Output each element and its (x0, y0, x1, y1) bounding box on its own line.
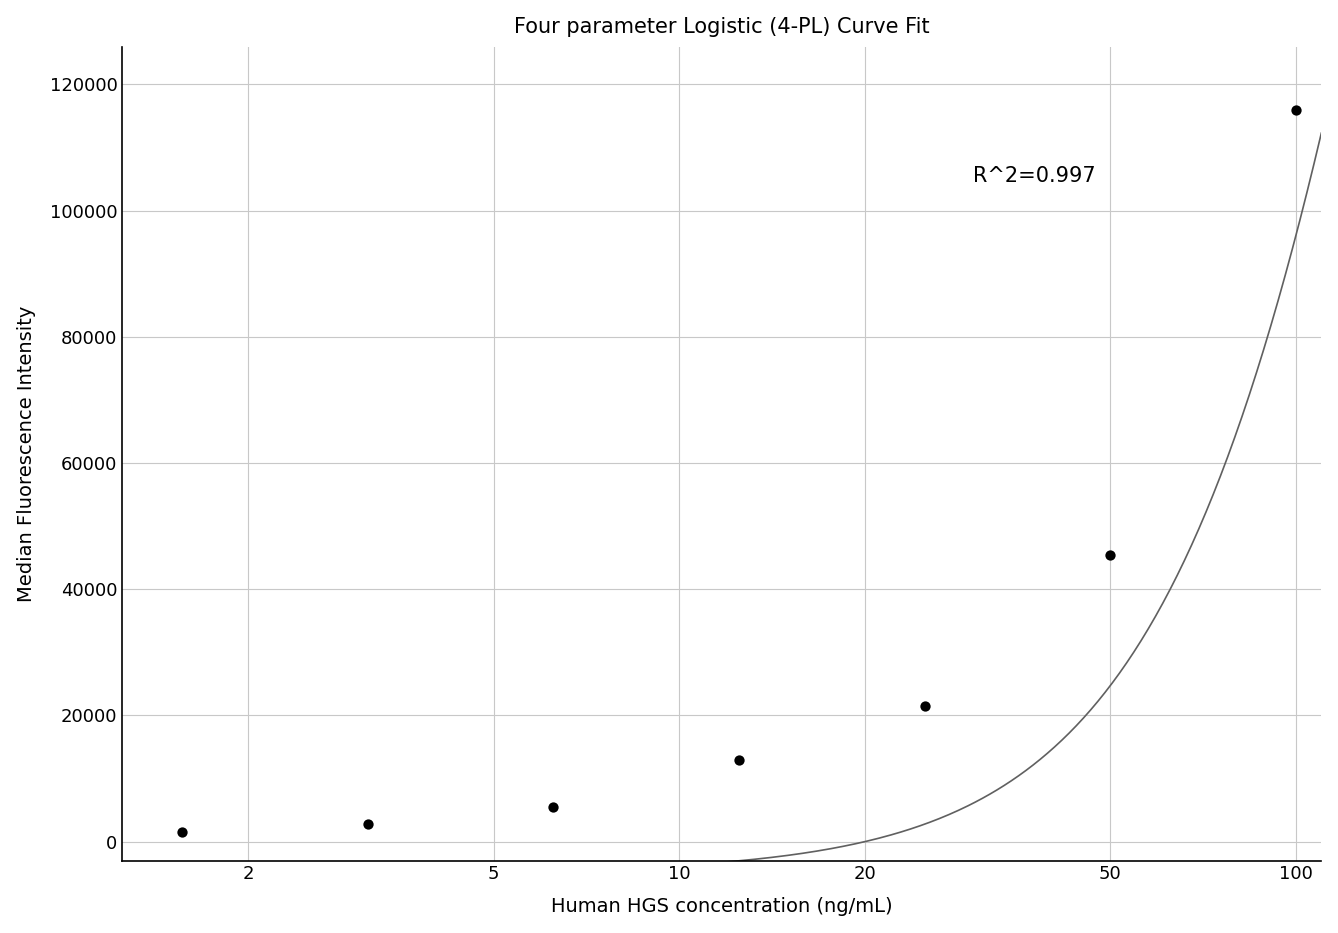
Text: R^2=0.997: R^2=0.997 (973, 166, 1096, 187)
Point (914, 699, 935, 714)
Point (728, 752, 749, 767)
Point (171, 825, 193, 840)
Title: Four parameter Logistic (4-PL) Curve Fit: Four parameter Logistic (4-PL) Curve Fit (514, 17, 930, 36)
Y-axis label: Median Fluorescence Intensity: Median Fluorescence Intensity (16, 305, 36, 602)
X-axis label: Human HGS concentration (ng/mL): Human HGS concentration (ng/mL) (551, 898, 892, 916)
Point (1284, 103, 1306, 118)
Point (357, 816, 379, 831)
Point (543, 800, 565, 815)
Point (1100, 547, 1121, 562)
